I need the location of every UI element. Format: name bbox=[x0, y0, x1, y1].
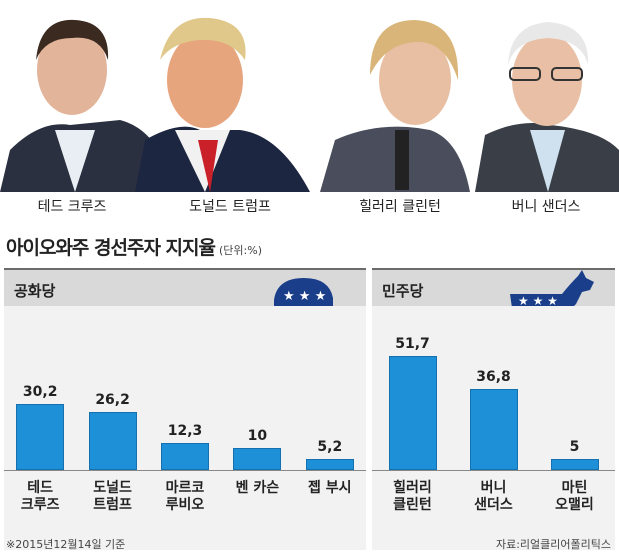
value-label: 5 bbox=[569, 439, 580, 455]
baseline bbox=[4, 470, 366, 471]
bar bbox=[388, 356, 437, 470]
x-tick-label: 젭 부시 bbox=[308, 480, 352, 496]
chart-title: 아이오와주 경선주자 지지율 bbox=[6, 237, 216, 259]
value-label: 30,2 bbox=[22, 383, 58, 400]
svg-text:★ ★ ★: ★ ★ ★ bbox=[283, 289, 326, 304]
bar bbox=[233, 448, 282, 470]
bar bbox=[305, 458, 354, 470]
value-label: 5,2 bbox=[317, 438, 343, 455]
party-label: 공화당 bbox=[14, 282, 56, 300]
photo-cruz bbox=[0, 19, 175, 192]
value-label: 10 bbox=[247, 428, 268, 444]
plot-area: 30,2 테드 크루즈 26,2 도널드 트럼프 12,3 마르코 루비오 10 벤 카슨 5,… bbox=[4, 306, 366, 550]
candidate-name: 테드 크루즈 bbox=[37, 199, 107, 215]
value-label: 36,8 bbox=[476, 369, 511, 386]
value-label: 26,2 bbox=[95, 392, 130, 409]
source: 자료:리얼클리어폴리틱스 bbox=[495, 538, 611, 551]
title-wrap: 아이오와주 경선주자 지지율 (단위:%) bbox=[6, 233, 262, 260]
bar bbox=[550, 459, 599, 470]
bar bbox=[161, 442, 209, 470]
photo-sanders bbox=[475, 22, 619, 192]
photo-clinton bbox=[320, 20, 470, 192]
x-tick-label: 도널드 트럼프 bbox=[93, 480, 132, 513]
x-tick-label: 마틴 오맬리 bbox=[555, 480, 594, 513]
photos bbox=[0, 0, 619, 192]
footnote: ※2015년12월14일 기준 bbox=[6, 538, 126, 551]
party-label: 민주당 bbox=[382, 282, 424, 300]
value-label: 51,7 bbox=[395, 336, 430, 353]
bar bbox=[16, 403, 65, 470]
svg-text:★ ★ ★: ★ ★ ★ bbox=[518, 294, 558, 308]
baseline bbox=[372, 470, 615, 471]
candidate-name: 버니 샌더스 bbox=[511, 199, 581, 215]
candidate-name: 도널드 트럼프 bbox=[189, 199, 271, 215]
plot-area: 51,7 힐러리 클린턴 36,8 버니 샌더스 5 마틴 오맬리 bbox=[372, 306, 615, 550]
bar bbox=[88, 412, 137, 470]
photo-trump bbox=[135, 17, 310, 192]
panel: 공화당 ★ ★ ★ 30,2 테드 크루즈 26,2 도널드 트럼프 12,3 마르코 루… bbox=[4, 268, 366, 550]
candidate-name: 힐러리 클린턴 bbox=[359, 199, 441, 215]
x-tick-label: 테드 크루즈 bbox=[20, 480, 60, 513]
value-label: 12,3 bbox=[167, 422, 203, 439]
x-tick-label: 버니 샌더스 bbox=[474, 480, 513, 513]
panel: 민주당 ★ ★ ★ 51,7 힐러리 클린턴 36,8 버니 샌더스 5 마틴 오맬리 bbox=[372, 268, 615, 550]
x-tick-label: 벤 카슨 bbox=[235, 480, 280, 496]
unit: (단위:%) bbox=[219, 244, 262, 257]
x-tick-label: 마르코 루비오 bbox=[165, 480, 205, 513]
x-tick-label: 힐러리 클린턴 bbox=[393, 480, 432, 513]
bar bbox=[469, 389, 518, 470]
